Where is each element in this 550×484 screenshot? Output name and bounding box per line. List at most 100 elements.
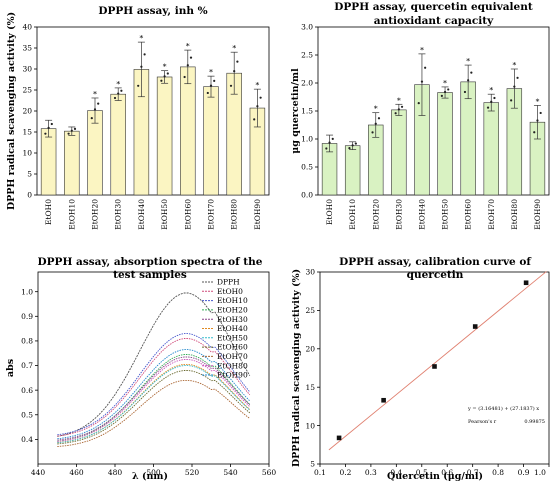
legend-entry: EtOH70 bbox=[217, 352, 248, 361]
y-axis-label: abs bbox=[5, 359, 16, 377]
replicate-point bbox=[47, 126, 50, 129]
legend-entry: EtOH50 bbox=[217, 333, 248, 342]
y-tick-label: 0.8 bbox=[21, 337, 33, 346]
significance-mark: * bbox=[512, 61, 516, 70]
replicate-point bbox=[374, 122, 377, 125]
chart-title: DPPH assay, calibration curve of bbox=[339, 256, 532, 268]
bar bbox=[180, 66, 196, 196]
y-tick-label: 15 bbox=[305, 383, 315, 392]
bar bbox=[203, 86, 219, 196]
x-tick-label: 0.6 bbox=[441, 468, 453, 477]
replicate-point bbox=[233, 70, 236, 73]
replicate-point bbox=[67, 132, 70, 135]
replicate-point bbox=[394, 112, 397, 115]
replicate-point bbox=[536, 119, 539, 122]
chart-title: DPPH assay, inh % bbox=[98, 5, 207, 17]
replicate-point bbox=[463, 90, 467, 94]
significance-mark: * bbox=[93, 89, 97, 98]
significance-mark: * bbox=[397, 96, 401, 105]
replicate-point bbox=[143, 53, 146, 56]
replicate-point bbox=[470, 71, 473, 74]
replicate-point bbox=[120, 89, 123, 92]
bar bbox=[156, 76, 173, 196]
replicate-point bbox=[73, 127, 77, 130]
spectrum-line bbox=[57, 379, 251, 448]
panel-inhibition-bar-chart: DPPH assay, inh % 0 5 10 15 20 25 30 35 40 DPPH ra… bbox=[6, 5, 270, 230]
spectrum-line bbox=[57, 354, 251, 442]
chart-title: quercetin bbox=[407, 269, 464, 281]
replicate-point bbox=[440, 94, 443, 97]
chart-title: test samples bbox=[113, 269, 187, 281]
legend-entry: EtOH90 bbox=[217, 371, 248, 380]
category-label: EtOH90 bbox=[533, 199, 542, 230]
x-tick-label: 540 bbox=[223, 468, 238, 477]
y-tick-label: 0.5 bbox=[21, 410, 33, 419]
replicate-point bbox=[351, 144, 354, 147]
y-tick-label: 35 bbox=[22, 44, 32, 53]
bar bbox=[344, 145, 361, 196]
chart-title: DPPH assay, quercetin equivalent bbox=[334, 1, 533, 13]
replicate-point bbox=[516, 76, 519, 79]
significance-mark: * bbox=[256, 81, 260, 90]
replicate-point bbox=[325, 147, 328, 150]
legend-entry: EtOH0 bbox=[217, 287, 243, 296]
replicate-point bbox=[513, 85, 516, 88]
y-tick-label: 15 bbox=[22, 128, 32, 137]
y-tick-label: 5 bbox=[27, 170, 32, 179]
category-label: EtOH40 bbox=[417, 199, 426, 230]
spectrum-line bbox=[57, 365, 251, 444]
replicate-point bbox=[209, 84, 213, 87]
replicate-point bbox=[160, 79, 163, 82]
y-tick-label: 3.0 bbox=[301, 23, 313, 32]
replicate-point bbox=[424, 66, 427, 69]
y-tick-label: 1.5 bbox=[301, 107, 313, 116]
replicate-point bbox=[50, 122, 53, 126]
y-tick-label: 5 bbox=[310, 460, 315, 469]
category-label: EtOH50 bbox=[160, 199, 169, 230]
replicate-point bbox=[186, 64, 189, 67]
replicate-point bbox=[371, 131, 374, 134]
data-point bbox=[336, 435, 342, 441]
replicate-point bbox=[93, 108, 97, 111]
replicate-point bbox=[493, 96, 496, 100]
y-tick-label: 20 bbox=[305, 345, 315, 354]
replicate-point bbox=[183, 75, 186, 79]
spectrum-line bbox=[57, 338, 251, 437]
category-label: EtOH30 bbox=[394, 199, 403, 230]
replicate-point bbox=[397, 108, 400, 111]
legend-entry: EtOH10 bbox=[217, 296, 248, 305]
x-tick-label: 1.0 bbox=[534, 468, 546, 477]
x-tick-label: 0.1 bbox=[314, 468, 326, 477]
significance-mark: * bbox=[536, 97, 540, 106]
significance-mark: * bbox=[443, 78, 447, 87]
category-label: EtOH20 bbox=[371, 199, 380, 230]
y-tick-label: 0 bbox=[27, 191, 32, 200]
y-tick-label: 30 bbox=[22, 65, 32, 74]
replicate-point bbox=[90, 117, 93, 120]
legend-entry: DPPH bbox=[217, 278, 240, 287]
panel-calibration-curve-chart: DPPH assay, calibration curve ofquerceti… bbox=[291, 256, 550, 482]
panel-quercetin-equivalent-bar-chart: DPPH assay, quercetin equivalent antioxid… bbox=[290, 1, 550, 230]
replicate-point bbox=[443, 90, 447, 94]
y-tick-label: 0.4 bbox=[21, 435, 33, 444]
y-tick-label: 1.0 bbox=[21, 287, 33, 296]
replicate-point bbox=[97, 102, 100, 105]
category-label: EtOH0 bbox=[44, 199, 53, 225]
category-label: EtOH30 bbox=[114, 199, 123, 230]
y-tick-label: 1.0 bbox=[301, 135, 313, 144]
data-point bbox=[432, 364, 437, 369]
panel-absorption-spectra-chart: DPPH assay, absorption spectra of thetes… bbox=[5, 256, 276, 482]
y-axis-label: DPPH radical scavenging activity (%) bbox=[291, 269, 302, 467]
replicate-point bbox=[253, 118, 256, 121]
x-tick-label: 0.8 bbox=[492, 468, 504, 477]
spectrum-line bbox=[57, 370, 251, 445]
category-label: EtOH10 bbox=[348, 199, 357, 230]
spectrum-line bbox=[57, 359, 251, 442]
linear-fit-line bbox=[328, 271, 547, 451]
x-tick-label: 0.9 bbox=[518, 468, 530, 477]
replicate-point bbox=[189, 56, 193, 59]
spectrum-line bbox=[57, 333, 251, 436]
replicate-point bbox=[259, 96, 262, 99]
category-label: EtOH70 bbox=[207, 199, 216, 230]
